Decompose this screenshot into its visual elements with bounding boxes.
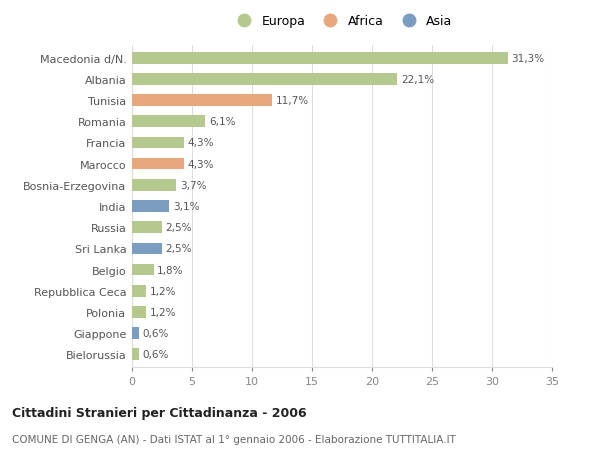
Text: 2,5%: 2,5% <box>166 244 192 254</box>
Bar <box>132 158 184 170</box>
Text: 3,7%: 3,7% <box>180 180 206 190</box>
Text: 4,3%: 4,3% <box>187 138 214 148</box>
Text: 1,2%: 1,2% <box>150 286 176 296</box>
Text: 31,3%: 31,3% <box>511 54 544 64</box>
Text: 3,1%: 3,1% <box>173 202 199 212</box>
Bar <box>132 307 146 318</box>
Bar <box>132 285 146 297</box>
Text: 1,2%: 1,2% <box>150 307 176 317</box>
Bar <box>132 179 176 191</box>
Bar <box>132 95 272 106</box>
Legend: Europa, Africa, Asia: Europa, Africa, Asia <box>227 10 458 33</box>
Text: 4,3%: 4,3% <box>187 159 214 169</box>
Bar <box>132 349 139 360</box>
Bar <box>132 137 184 149</box>
Text: 22,1%: 22,1% <box>401 75 434 85</box>
Text: 2,5%: 2,5% <box>166 223 192 233</box>
Bar <box>132 74 397 85</box>
Text: Cittadini Stranieri per Cittadinanza - 2006: Cittadini Stranieri per Cittadinanza - 2… <box>12 406 307 419</box>
Bar <box>132 243 162 255</box>
Text: 0,6%: 0,6% <box>143 328 169 338</box>
Text: 6,1%: 6,1% <box>209 117 235 127</box>
Text: 11,7%: 11,7% <box>276 96 309 106</box>
Text: COMUNE DI GENGA (AN) - Dati ISTAT al 1° gennaio 2006 - Elaborazione TUTTITALIA.I: COMUNE DI GENGA (AN) - Dati ISTAT al 1° … <box>12 434 456 444</box>
Bar <box>132 264 154 276</box>
Bar <box>132 328 139 339</box>
Bar <box>132 53 508 64</box>
Bar <box>132 201 169 213</box>
Bar <box>132 222 162 234</box>
Text: 1,8%: 1,8% <box>157 265 184 275</box>
Bar <box>132 116 205 128</box>
Text: 0,6%: 0,6% <box>143 349 169 359</box>
